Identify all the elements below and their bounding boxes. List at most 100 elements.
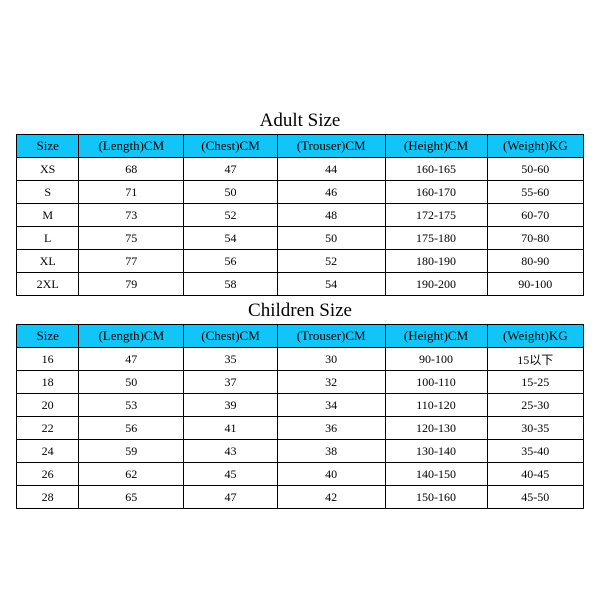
table-cell: 160-170 <box>385 181 487 204</box>
table-cell: 52 <box>277 250 385 273</box>
table-cell: 37 <box>184 371 278 394</box>
col-header-chest: (Chest)CM <box>184 135 278 158</box>
table-cell: 20 <box>17 394 79 417</box>
table-cell: 56 <box>79 417 184 440</box>
adult-table-body: XS684744160-16550-60S715046160-17055-60M… <box>17 158 584 296</box>
table-row: 18503732100-11015-25 <box>17 371 584 394</box>
table-cell: 47 <box>184 158 278 181</box>
table-cell: 48 <box>277 204 385 227</box>
children-size-title: Children Size <box>16 300 584 322</box>
table-cell: 68 <box>79 158 184 181</box>
table-cell: 55-60 <box>487 181 583 204</box>
table-cell: 110-120 <box>385 394 487 417</box>
table-cell: 36 <box>277 417 385 440</box>
table-cell: 52 <box>184 204 278 227</box>
table-row: XL775652180-19080-90 <box>17 250 584 273</box>
table-cell: 172-175 <box>385 204 487 227</box>
table-cell: 43 <box>184 440 278 463</box>
children-size-table: Size (Length)CM (Chest)CM (Trouser)CM (H… <box>16 324 584 509</box>
col-header-weight: (Weight)KG <box>487 135 583 158</box>
col-header-weight: (Weight)KG <box>487 325 583 348</box>
table-row: S715046160-17055-60 <box>17 181 584 204</box>
table-cell: 38 <box>277 440 385 463</box>
table-cell: 75 <box>79 227 184 250</box>
size-chart-container: Adult Size Size (Length)CM (Chest)CM (Tr… <box>0 0 600 509</box>
table-cell: XL <box>17 250 79 273</box>
children-table-body: 1647353090-10015以下18503732100-11015-2520… <box>17 348 584 509</box>
table-cell: 25-30 <box>487 394 583 417</box>
table-cell: 41 <box>184 417 278 440</box>
table-cell: 175-180 <box>385 227 487 250</box>
table-cell: 30 <box>277 348 385 371</box>
table-cell: 77 <box>79 250 184 273</box>
table-cell: 53 <box>79 394 184 417</box>
table-cell: 79 <box>79 273 184 296</box>
table-cell: 190-200 <box>385 273 487 296</box>
col-header-height: (Height)CM <box>385 325 487 348</box>
table-cell: 58 <box>184 273 278 296</box>
table-cell: 15以下 <box>487 348 583 371</box>
col-header-length: (Length)CM <box>79 325 184 348</box>
table-cell: 46 <box>277 181 385 204</box>
col-header-length: (Length)CM <box>79 135 184 158</box>
table-cell: 62 <box>79 463 184 486</box>
table-cell: 35 <box>184 348 278 371</box>
col-header-size: Size <box>17 325 79 348</box>
table-row: M735248172-17560-70 <box>17 204 584 227</box>
table-cell: 30-35 <box>487 417 583 440</box>
table-cell: 40-45 <box>487 463 583 486</box>
table-cell: 35-40 <box>487 440 583 463</box>
table-cell: 140-150 <box>385 463 487 486</box>
table-cell: 120-130 <box>385 417 487 440</box>
table-row: 2XL795854190-20090-100 <box>17 273 584 296</box>
children-table-header: Size (Length)CM (Chest)CM (Trouser)CM (H… <box>17 325 584 348</box>
table-cell: 90-100 <box>487 273 583 296</box>
table-cell: L <box>17 227 79 250</box>
table-cell: 160-165 <box>385 158 487 181</box>
table-row: L755450175-18070-80 <box>17 227 584 250</box>
table-cell: 80-90 <box>487 250 583 273</box>
adult-table-header: Size (Length)CM (Chest)CM (Trouser)CM (H… <box>17 135 584 158</box>
table-cell: 32 <box>277 371 385 394</box>
table-cell: 50 <box>79 371 184 394</box>
table-cell: 100-110 <box>385 371 487 394</box>
table-cell: S <box>17 181 79 204</box>
table-cell: 26 <box>17 463 79 486</box>
table-cell: 45 <box>184 463 278 486</box>
table-row: 28654742150-16045-50 <box>17 486 584 509</box>
adult-size-title: Adult Size <box>16 110 584 132</box>
table-cell: 50 <box>184 181 278 204</box>
col-header-chest: (Chest)CM <box>184 325 278 348</box>
col-header-height: (Height)CM <box>385 135 487 158</box>
table-cell: 39 <box>184 394 278 417</box>
table-cell: 90-100 <box>385 348 487 371</box>
table-cell: 15-25 <box>487 371 583 394</box>
table-cell: 50 <box>277 227 385 250</box>
table-cell: 44 <box>277 158 385 181</box>
table-cell: 54 <box>184 227 278 250</box>
table-cell: 71 <box>79 181 184 204</box>
table-row: 1647353090-10015以下 <box>17 348 584 371</box>
table-row: XS684744160-16550-60 <box>17 158 584 181</box>
table-cell: 130-140 <box>385 440 487 463</box>
table-cell: 65 <box>79 486 184 509</box>
table-cell: 180-190 <box>385 250 487 273</box>
table-row: 26624540140-15040-45 <box>17 463 584 486</box>
col-header-size: Size <box>17 135 79 158</box>
table-cell: 59 <box>79 440 184 463</box>
table-cell: 47 <box>184 486 278 509</box>
table-cell: 56 <box>184 250 278 273</box>
table-cell: 45-50 <box>487 486 583 509</box>
table-cell: XS <box>17 158 79 181</box>
col-header-trouser: (Trouser)CM <box>277 135 385 158</box>
table-row: 22564136120-13030-35 <box>17 417 584 440</box>
table-cell: M <box>17 204 79 227</box>
table-cell: 2XL <box>17 273 79 296</box>
adult-size-table: Size (Length)CM (Chest)CM (Trouser)CM (H… <box>16 134 584 296</box>
table-cell: 34 <box>277 394 385 417</box>
table-cell: 28 <box>17 486 79 509</box>
table-cell: 47 <box>79 348 184 371</box>
col-header-trouser: (Trouser)CM <box>277 325 385 348</box>
table-row: 24594338130-14035-40 <box>17 440 584 463</box>
table-cell: 18 <box>17 371 79 394</box>
